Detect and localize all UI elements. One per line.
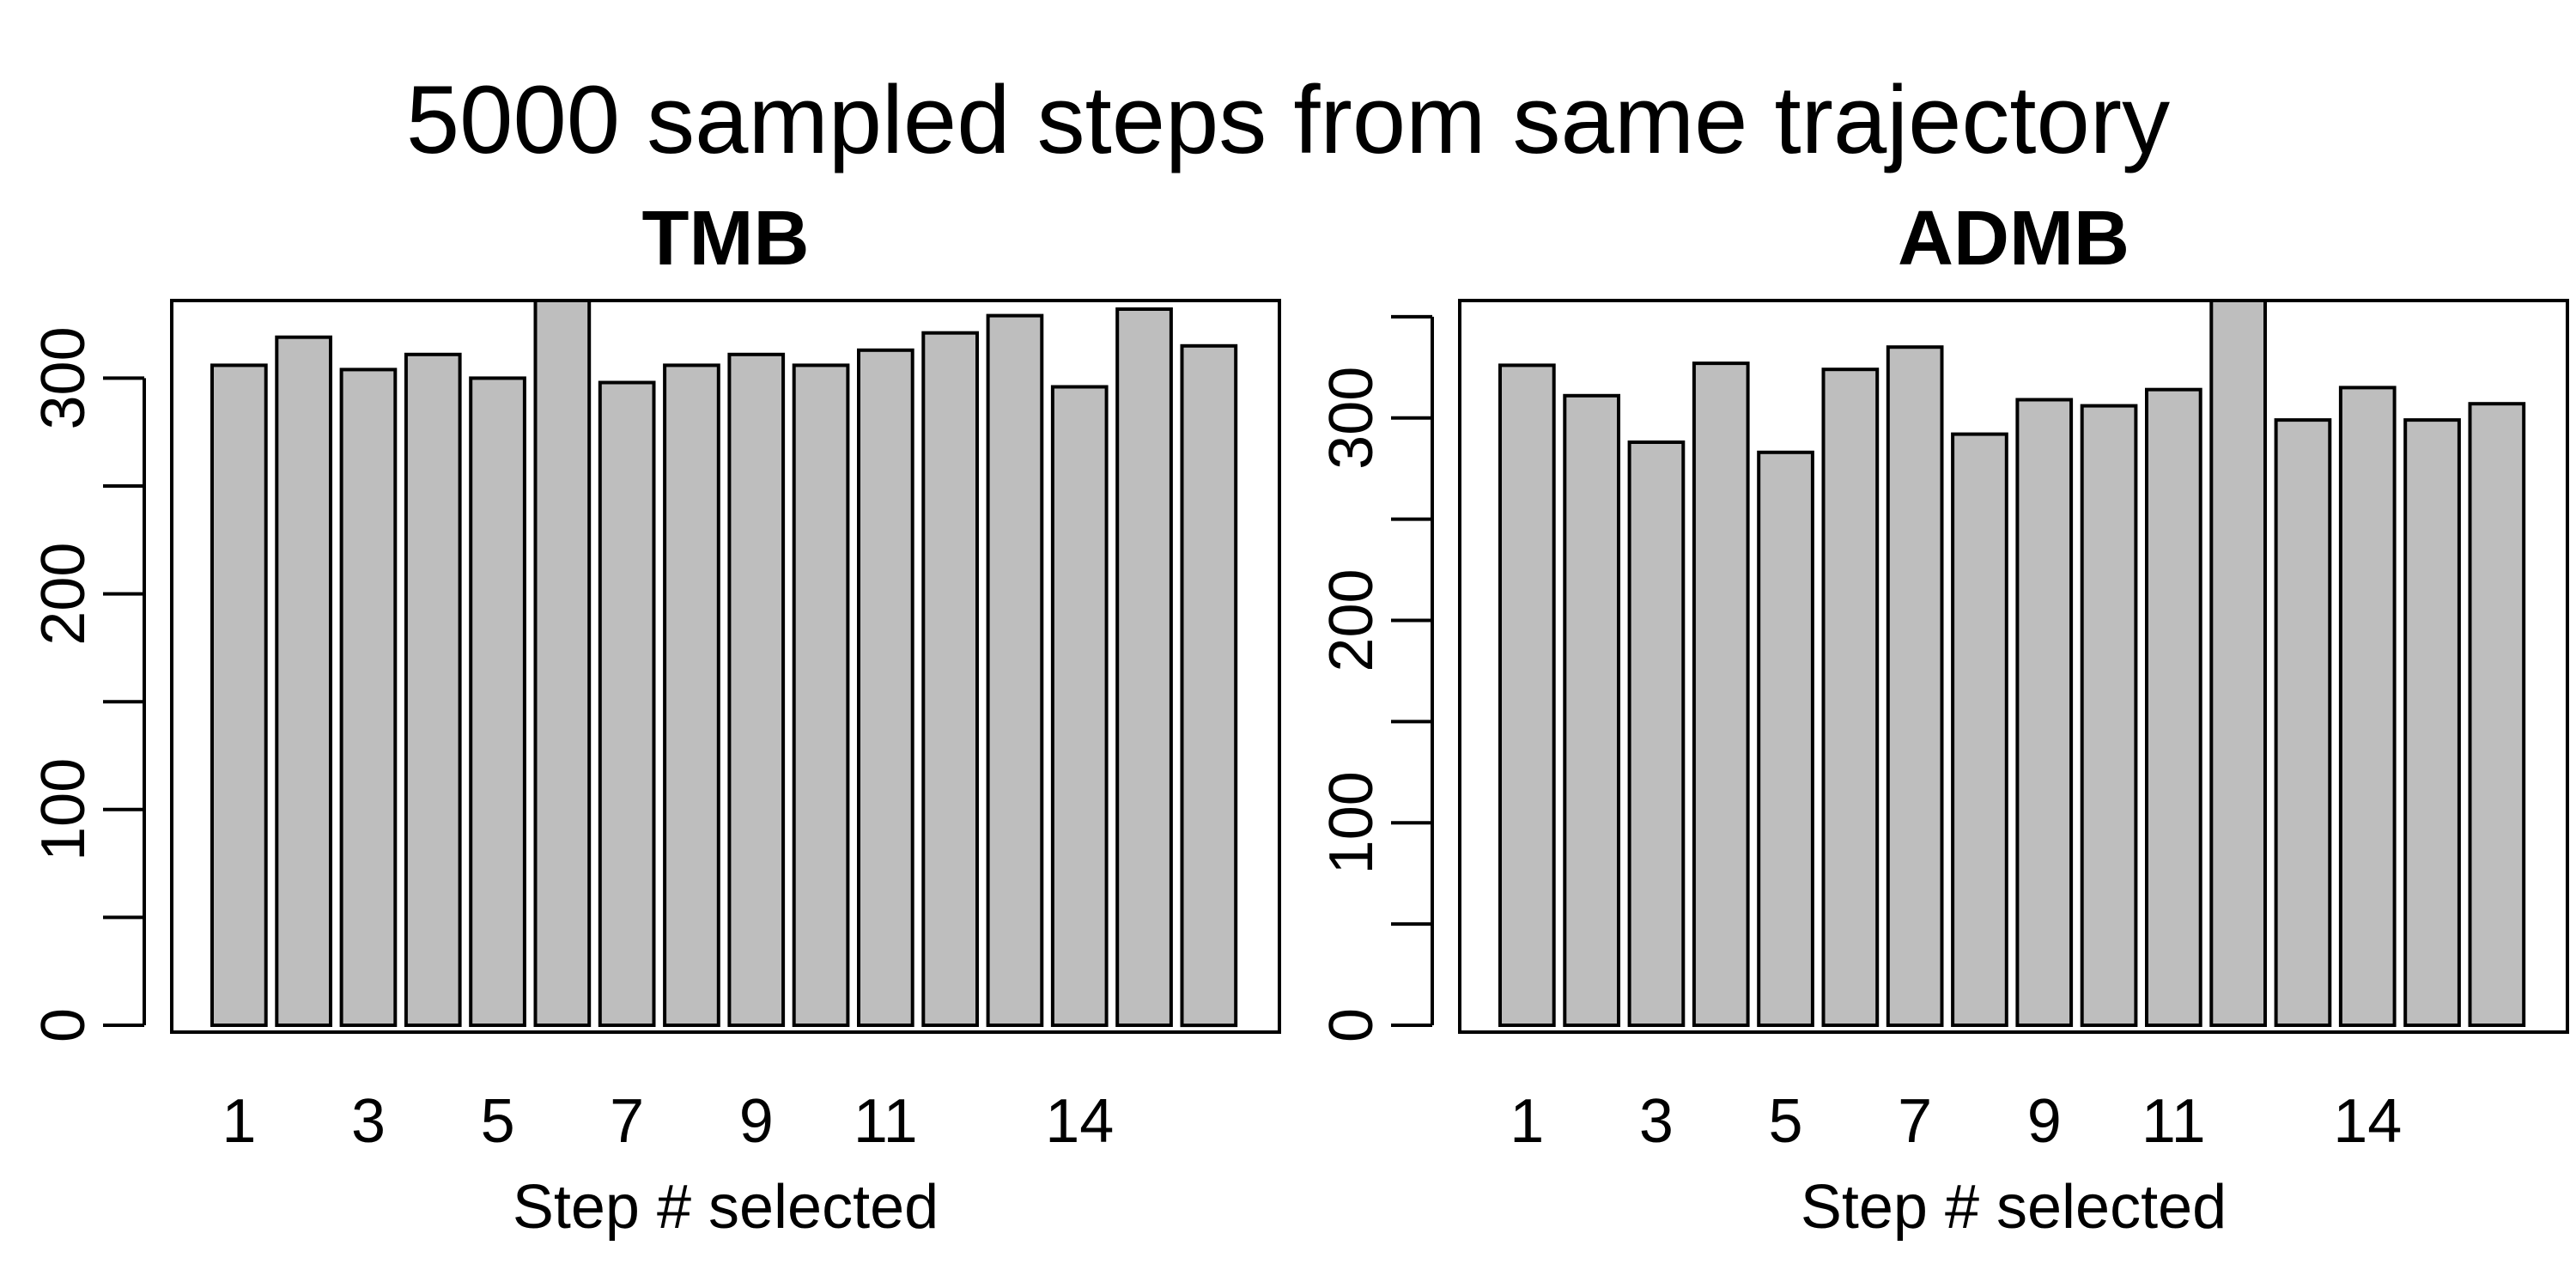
- bar-16: [1180, 343, 1238, 1028]
- y-tick-label: 200: [1317, 568, 1386, 671]
- bar-14: [1050, 385, 1109, 1027]
- y-tick-label: 0: [1317, 1008, 1386, 1042]
- bar-8: [663, 363, 720, 1027]
- x-tick-label: 3: [1639, 1087, 1674, 1156]
- bar-12: [2209, 301, 2268, 1027]
- x-tick-label: 9: [2027, 1087, 2062, 1156]
- y-tick-label: 300: [29, 326, 98, 429]
- bar-11: [857, 348, 914, 1027]
- bar-16: [2468, 402, 2526, 1027]
- bar-14: [2338, 386, 2397, 1027]
- bar-9: [727, 352, 786, 1027]
- x-tick-label: 1: [222, 1087, 256, 1156]
- y-tick-label: 100: [29, 758, 98, 861]
- x-tick-label: 14: [1045, 1087, 1114, 1156]
- y-tick-label: 0: [29, 1008, 98, 1042]
- x-tick-label: 14: [2333, 1087, 2402, 1156]
- tmb-panel: TMB 0 100 200 300 1 3 5 7 9 11 14 Step # selected: [29, 196, 1281, 1242]
- bar-11: [2145, 387, 2202, 1027]
- bars: [210, 301, 1238, 1028]
- bar-13: [986, 313, 1044, 1028]
- bar-2: [1563, 393, 1621, 1027]
- x-tick-label: 1: [1510, 1087, 1544, 1156]
- bars: [1498, 301, 2526, 1028]
- plot-frame: [170, 299, 1281, 1034]
- bar-13: [2274, 418, 2332, 1028]
- bar-4: [404, 352, 462, 1027]
- x-tick-label: 3: [351, 1087, 386, 1156]
- bar-5: [1757, 450, 1814, 1027]
- x-tick-label: 7: [610, 1087, 644, 1156]
- bar-1: [210, 363, 268, 1027]
- x-tick-label: 5: [481, 1087, 515, 1156]
- x-axis-label: Step # selected: [513, 1173, 939, 1242]
- x-tick-label: 11: [854, 1087, 918, 1156]
- x-tick-label: 5: [1768, 1087, 1802, 1156]
- bar-6: [533, 301, 592, 1027]
- x-tick-label: 9: [739, 1087, 774, 1156]
- y-axis: 0 100 200 300: [1317, 314, 1434, 1042]
- bar-2: [275, 335, 332, 1027]
- admb-panel: ADMB 0 100 200 300 1 3 5 7 9 11 14 Step # selecte…: [1317, 196, 2569, 1242]
- bar-3: [1627, 440, 1686, 1027]
- bar-15: [1115, 307, 1173, 1027]
- y-tick-label: 300: [1317, 367, 1386, 470]
- panel-title: TMB: [642, 196, 810, 282]
- bar-12: [921, 331, 980, 1027]
- bar-8: [1951, 432, 2008, 1028]
- x-axis: 1 3 5 7 9 11 14: [1510, 1087, 2402, 1156]
- y-tick-label: 100: [1317, 771, 1386, 874]
- y-tick-label: 200: [29, 543, 98, 646]
- bar-9: [2015, 398, 2074, 1027]
- y-axis: 0 100 200 300: [29, 326, 146, 1042]
- plot-frame: [1458, 299, 2569, 1034]
- bar-1: [1498, 363, 1556, 1027]
- bar-6: [1821, 368, 1880, 1027]
- bar-4: [1692, 361, 1750, 1028]
- panel-title: ADMB: [1898, 196, 2129, 282]
- figure-title: 5000 sampled steps from same trajectory: [406, 66, 2170, 173]
- bar-15: [2403, 418, 2461, 1028]
- bar-5: [469, 376, 526, 1027]
- x-axis: 1 3 5 7 9 11 14: [222, 1087, 1114, 1156]
- bar-10: [2080, 404, 2138, 1028]
- bar-10: [792, 363, 850, 1027]
- x-tick-label: 11: [2142, 1087, 2206, 1156]
- x-axis-label: Step # selected: [1801, 1173, 2227, 1242]
- x-tick-label: 7: [1898, 1087, 1932, 1156]
- bar-7: [598, 380, 656, 1027]
- bar-3: [339, 368, 398, 1027]
- bar-7: [1886, 345, 1944, 1027]
